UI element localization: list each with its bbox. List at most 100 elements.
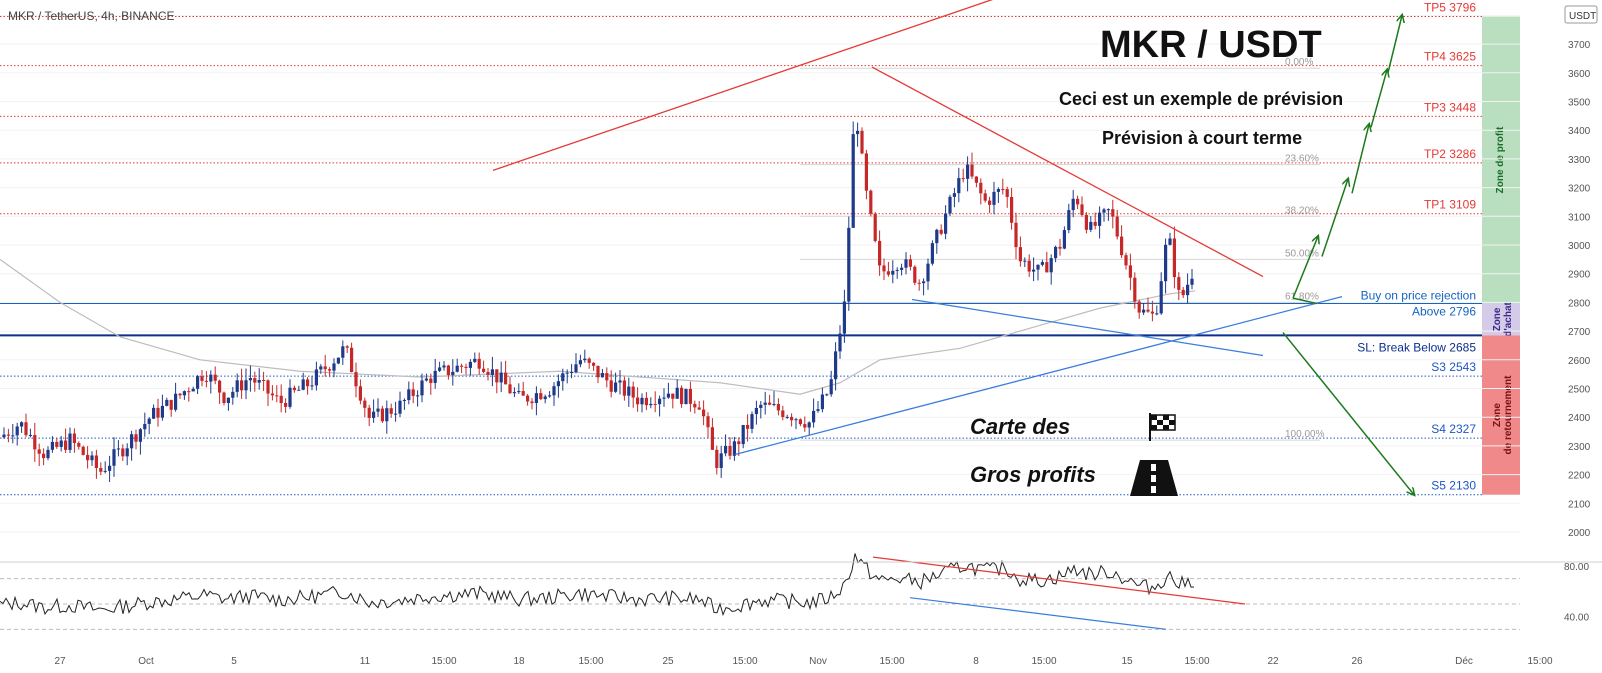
candle-body xyxy=(886,271,890,275)
trendlines-layer xyxy=(492,0,1343,456)
candle-body xyxy=(1155,313,1159,315)
candle-body xyxy=(838,333,842,352)
rsi-tick-label: 80.00 xyxy=(1564,562,1589,573)
candle-body xyxy=(970,164,974,177)
candle-body xyxy=(565,372,569,374)
candle-body xyxy=(913,266,917,283)
blue-ascending-trendline xyxy=(734,296,1343,456)
candle-body xyxy=(103,470,107,472)
candle-body xyxy=(68,433,72,450)
zone-label-0: Zone de profit xyxy=(1495,126,1506,193)
candle-body xyxy=(508,384,512,394)
price-tick-label: 2900 xyxy=(1568,270,1591,281)
candle-body xyxy=(728,445,732,456)
candle-body xyxy=(407,389,411,401)
candle-body xyxy=(116,448,120,450)
candle-body xyxy=(59,440,63,447)
candle-body xyxy=(697,407,701,410)
candle-body xyxy=(1181,289,1185,296)
price-tick-label: 3300 xyxy=(1568,155,1591,166)
level-label: TP3 3448 xyxy=(1424,100,1476,114)
candle-body xyxy=(1014,222,1018,248)
fib-label: 100.00% xyxy=(1285,429,1325,440)
candle-body xyxy=(609,380,613,392)
candle-body xyxy=(948,196,952,214)
candle-body xyxy=(732,441,736,456)
candle-body xyxy=(552,386,556,396)
candle-body xyxy=(288,387,292,407)
candle-body xyxy=(275,395,279,397)
candle-body xyxy=(108,465,112,471)
map-label-line-2: Gros profits xyxy=(970,462,1096,487)
forecast-arrow-base xyxy=(1292,297,1318,305)
candle-body xyxy=(1036,264,1040,270)
candle-body xyxy=(772,403,776,405)
candle-body xyxy=(1089,221,1093,230)
candle-body xyxy=(86,454,90,461)
candle-body xyxy=(15,426,19,436)
zone-1 xyxy=(1482,303,1520,336)
candle-body xyxy=(816,409,820,411)
candle-body xyxy=(165,399,169,406)
candle-body xyxy=(112,449,116,466)
candle-body xyxy=(156,407,160,418)
candle-body xyxy=(411,389,415,396)
candle-body xyxy=(754,407,758,415)
zone-2 xyxy=(1482,335,1520,495)
candle-body xyxy=(592,362,596,366)
time-tick-label: 5 xyxy=(231,656,237,667)
candle-body xyxy=(851,134,855,228)
time-tick-label: 15 xyxy=(1121,656,1133,667)
candle-body xyxy=(174,393,178,410)
candle-body xyxy=(1098,212,1102,226)
candle-body xyxy=(328,369,332,371)
candle-body xyxy=(530,401,534,404)
candle-body xyxy=(495,369,499,383)
forecast-arrow-3 xyxy=(1351,124,1369,194)
zone-0 xyxy=(1482,16,1520,304)
candle-body xyxy=(270,393,274,396)
candle-body xyxy=(297,389,301,391)
candle-body xyxy=(389,408,393,414)
price-tick-label: 2700 xyxy=(1568,327,1591,338)
candle-body xyxy=(46,449,50,459)
candle-body xyxy=(279,395,283,404)
candle-body xyxy=(424,378,428,381)
time-axis: 27 Oct 5 11 15:00 18 15:00 25 15:00 Nov 15:00 8 15:0… xyxy=(54,656,1553,667)
candle-body xyxy=(429,378,433,383)
candle-body xyxy=(376,408,380,412)
candle-body xyxy=(1049,258,1053,273)
candle-body xyxy=(169,399,173,410)
candle-body xyxy=(521,391,525,396)
candle-body xyxy=(1115,216,1119,237)
candle-body xyxy=(583,358,587,361)
candle-body xyxy=(99,468,103,472)
rsi-red-trendline xyxy=(872,556,1246,605)
moving-average-layer xyxy=(0,258,1196,395)
candle-body xyxy=(820,394,824,410)
subtitle-line-1: Ceci est un exemple de prévision xyxy=(1059,89,1343,109)
time-tick-label: 15:00 xyxy=(1031,656,1056,667)
candle-body xyxy=(1084,214,1088,230)
candle-body xyxy=(244,380,248,391)
candle-body xyxy=(266,380,270,394)
candle-body xyxy=(310,385,314,387)
candle-body xyxy=(1120,236,1124,256)
candle-body xyxy=(284,403,288,407)
candle-body xyxy=(768,402,772,405)
candle-body xyxy=(200,376,204,381)
candle-body xyxy=(20,422,24,427)
price-tick-label: 3600 xyxy=(1568,69,1591,80)
candle-body xyxy=(1186,284,1190,296)
candle-body xyxy=(715,449,719,468)
candle-body xyxy=(345,346,349,348)
map-label-line-1: Carte des xyxy=(970,414,1070,439)
candle-body xyxy=(477,358,481,369)
candle-body xyxy=(11,435,15,437)
candle-body xyxy=(350,347,354,373)
candle-body xyxy=(644,397,648,406)
candle-body xyxy=(33,435,37,450)
time-tick-label: 15:00 xyxy=(578,656,603,667)
price-tick-label: 2500 xyxy=(1568,385,1591,396)
